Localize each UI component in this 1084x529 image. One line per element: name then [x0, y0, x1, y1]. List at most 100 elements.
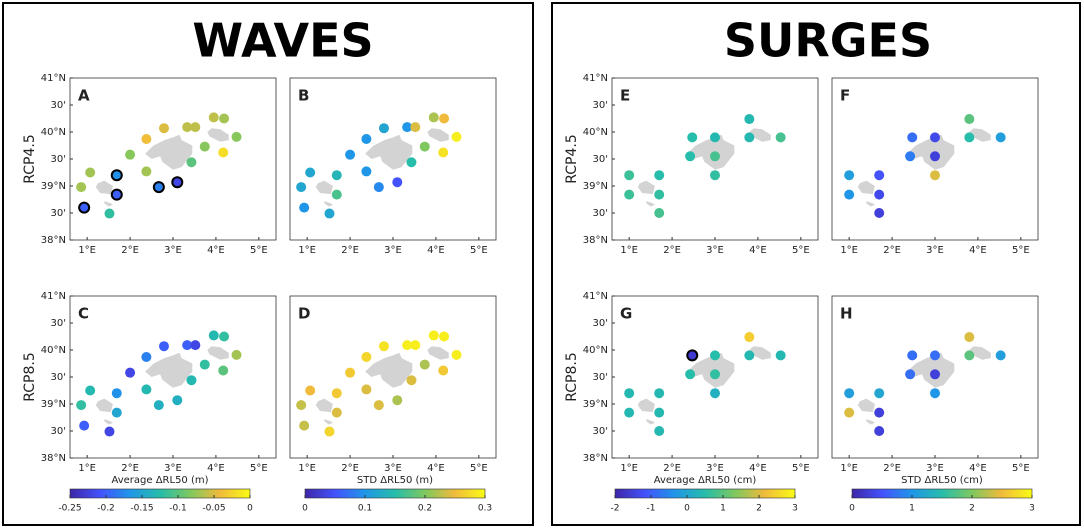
section-title: WAVES: [192, 14, 373, 68]
y-tick-label: 30': [51, 100, 66, 111]
station: [930, 369, 940, 380]
station: [76, 400, 87, 411]
colorbar-label: STD ΔRL50 (cm): [901, 475, 983, 486]
island: [207, 128, 229, 142]
x-tick-label: 4°E: [969, 463, 987, 474]
island: [637, 398, 655, 413]
panel-label: F: [840, 87, 850, 105]
colorbar-tick-label: 0.3: [478, 504, 492, 514]
station: [186, 375, 197, 386]
station: [208, 330, 219, 341]
station: [419, 359, 430, 370]
x-tick-label: 2°E: [663, 245, 681, 256]
station: [428, 112, 439, 123]
panel-label: E: [620, 87, 630, 105]
station: [104, 426, 115, 437]
x-tick-label: 4°E: [207, 463, 225, 474]
colorbar-tick-label: -1: [647, 504, 656, 514]
station: [299, 420, 310, 431]
colorbar-label: Average ΔRL50 (m): [111, 475, 208, 486]
x-tick-label: 4°E: [749, 463, 767, 474]
x-tick-label: 1°E: [620, 463, 638, 474]
station: [110, 169, 123, 182]
station: [964, 332, 975, 343]
station: [964, 350, 975, 361]
station: [874, 208, 885, 218]
x-tick-label: 5°E: [1012, 245, 1030, 256]
station: [844, 388, 855, 399]
station: [654, 208, 665, 218]
colorbar: [851, 488, 1033, 499]
y-tick-label: 39°N: [583, 181, 608, 192]
island: [866, 201, 875, 207]
y-tick-label: 40°N: [583, 127, 608, 138]
x-tick-label: 2°E: [121, 245, 139, 256]
station: [125, 367, 136, 378]
colorbar-tick-label: 0.2: [418, 504, 432, 514]
station: [451, 349, 462, 360]
y-tick-label: 30': [51, 208, 66, 219]
y-tick-label: 39°N: [583, 399, 608, 410]
station: [907, 350, 918, 361]
station: [111, 388, 122, 399]
station: [654, 189, 665, 200]
station: [654, 170, 665, 181]
row-label: RCP8.5: [22, 352, 38, 402]
x-tick-label: 5°E: [470, 245, 488, 256]
station: [199, 359, 210, 370]
x-tick-label: 2°E: [883, 463, 901, 474]
station: [995, 132, 1006, 143]
x-tick-label: 5°E: [792, 463, 810, 474]
colorbar-tick-label: 0: [684, 504, 690, 514]
colorbar-tick-label: -0.05: [202, 504, 225, 514]
station: [296, 182, 307, 193]
y-tick-label: 40°N: [583, 345, 608, 356]
station: [392, 177, 403, 188]
station: [186, 157, 197, 168]
island: [207, 346, 229, 360]
x-tick-label: 3°E: [384, 463, 402, 474]
island: [637, 180, 655, 195]
station: [439, 331, 450, 342]
x-tick-label: 1°E: [298, 245, 316, 256]
station: [710, 350, 720, 361]
station: [687, 132, 698, 143]
station: [402, 122, 413, 133]
x-tick-label: 2°E: [341, 245, 359, 256]
island: [324, 419, 333, 425]
station: [218, 365, 229, 376]
island: [95, 398, 113, 413]
station: [231, 349, 242, 360]
colorbar: [614, 488, 796, 499]
station: [79, 420, 90, 431]
colorbar-tick-label: -2: [611, 504, 620, 514]
station: [624, 170, 635, 181]
station: [874, 426, 885, 436]
x-tick-label: 5°E: [1012, 463, 1030, 474]
station: [624, 407, 635, 418]
island: [749, 346, 771, 360]
station: [775, 132, 786, 143]
y-tick-label: 41°N: [583, 73, 608, 84]
station: [402, 340, 413, 351]
station: [190, 340, 201, 351]
station: [171, 176, 184, 189]
station: [406, 375, 417, 386]
station: [905, 369, 916, 380]
island: [427, 128, 449, 142]
station: [331, 189, 342, 200]
x-tick-label: 1°E: [298, 463, 316, 474]
x-tick-label: 2°E: [341, 463, 359, 474]
station: [905, 151, 916, 162]
y-tick-label: 30': [593, 426, 608, 437]
station: [930, 151, 940, 162]
station: [686, 349, 699, 362]
y-tick-label: 30': [593, 208, 608, 219]
island: [907, 352, 955, 388]
colorbar-tick-label: 1: [720, 504, 726, 514]
y-tick-label: 39°N: [41, 181, 66, 192]
station: [199, 141, 210, 152]
station: [410, 122, 421, 133]
island: [857, 180, 875, 195]
y-tick-label: 30': [593, 372, 608, 383]
